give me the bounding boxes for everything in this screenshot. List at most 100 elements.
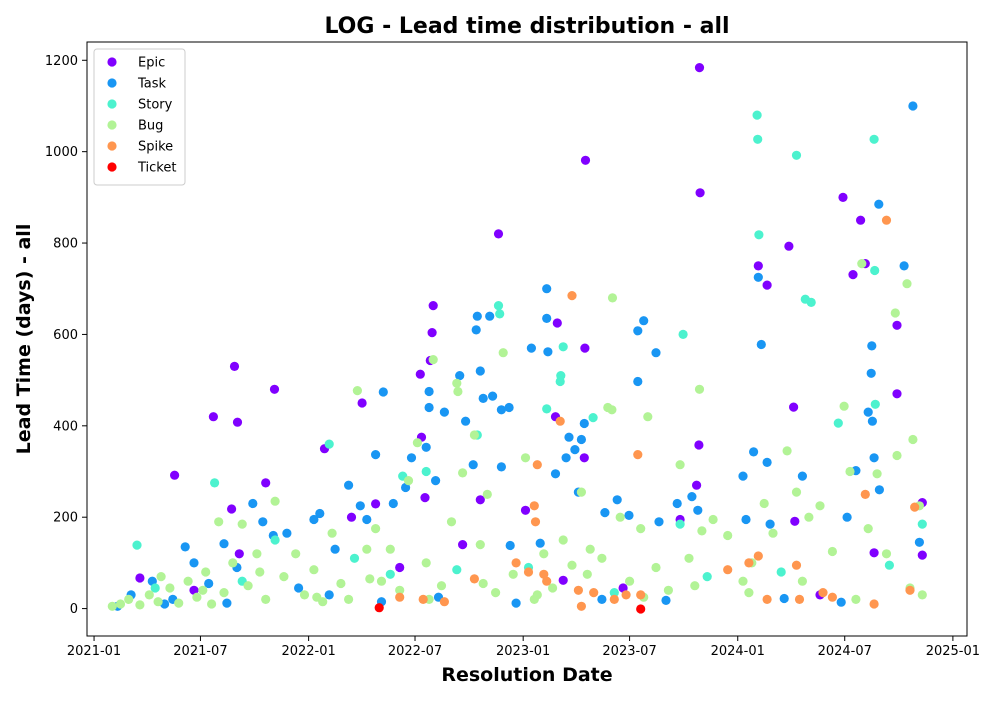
data-point-spike (744, 558, 754, 568)
data-point-bug (144, 590, 154, 600)
y-tick-label: 400 (53, 419, 78, 434)
data-point-bug (279, 572, 289, 582)
data-point-epic (892, 320, 902, 330)
data-point-story (754, 230, 764, 240)
y-tick-label: 600 (53, 328, 78, 343)
data-point-spike (532, 460, 542, 470)
data-point-bug (520, 453, 531, 463)
y-axis: 0 200 400 600 800 1000 1200 (45, 54, 87, 617)
data-point-spike (439, 597, 449, 607)
data-point-spike (762, 594, 772, 605)
data-point-bug (539, 549, 549, 559)
data-point-bug (607, 293, 618, 303)
data-point-bug (261, 594, 271, 605)
data-point-story (542, 404, 552, 414)
data-point-task (756, 339, 766, 350)
data-point-bug (312, 592, 322, 602)
data-point-bug (475, 540, 485, 550)
data-point-bug (214, 517, 224, 527)
data-point-epic (580, 155, 591, 165)
data-point-bug (270, 496, 280, 506)
data-point-epic (229, 361, 240, 371)
data-point-spike (589, 588, 599, 598)
data-point-task (309, 514, 319, 525)
data-point-epic (395, 562, 405, 573)
data-point-task (867, 416, 878, 426)
data-point-task (344, 480, 354, 490)
data-point-task (797, 471, 808, 481)
legend-marker-ticket (107, 162, 117, 172)
data-point-epic (790, 516, 800, 526)
data-point-bug (585, 544, 595, 554)
data-point-epic (694, 440, 704, 450)
data-point-task (867, 341, 877, 351)
data-point-spike (523, 567, 534, 577)
data-point-spike (511, 558, 521, 568)
data-point-task (874, 485, 885, 495)
data-point-bug (352, 386, 362, 396)
data-point-epic (789, 402, 799, 412)
data-point-task (600, 507, 610, 518)
data-point-spike (794, 594, 805, 605)
data-point-task (471, 325, 481, 335)
data-point-epic (692, 480, 702, 490)
x-tick-label: 2021-01 (67, 644, 121, 659)
data-point-bug (452, 378, 462, 388)
data-point-bug (299, 590, 310, 600)
data-point-spike (573, 585, 584, 595)
data-point-story (421, 466, 431, 477)
y-tick-label: 800 (53, 237, 78, 252)
data-point-story (917, 519, 927, 529)
data-point-bug (615, 512, 625, 522)
data-point-task (765, 519, 775, 529)
data-point-bug (458, 468, 468, 478)
data-point-bug (908, 434, 918, 445)
legend-label-epic: Epic (138, 56, 165, 71)
data-point-task (836, 597, 846, 607)
data-point-spike (555, 416, 565, 426)
data-point-bug (135, 600, 145, 610)
y-tick-label: 200 (53, 511, 78, 526)
data-point-task (248, 498, 258, 509)
data-point-bug (371, 524, 381, 534)
data-point-task (222, 598, 232, 608)
data-point-bug (782, 446, 792, 456)
data-point-bug (804, 512, 814, 522)
data-point-epic (170, 470, 180, 480)
data-point-epic (558, 575, 568, 585)
data-point-task (258, 517, 268, 527)
data-point-epic (753, 261, 763, 271)
data-point-task (219, 539, 229, 549)
data-point-epic (784, 241, 794, 251)
data-point-bug (576, 487, 587, 497)
data-point-story (806, 297, 816, 307)
data-point-bug (708, 514, 718, 525)
chart-title: LOG - Lead time distribution - all (324, 14, 729, 39)
data-point-task (762, 457, 772, 467)
data-point-epic (580, 343, 590, 353)
data-point-story (558, 342, 568, 352)
data-point-task (378, 387, 388, 397)
x-tick-label: 2023-07 (602, 644, 656, 659)
data-point-bug (153, 597, 163, 607)
data-point-bug (228, 558, 238, 568)
data-point-task (753, 272, 763, 282)
data-point-epic (694, 63, 705, 73)
data-point-bug (663, 585, 674, 595)
data-point-epic (856, 215, 866, 225)
data-point-task (612, 495, 622, 505)
data-point-story (132, 540, 142, 550)
data-point-epic (227, 504, 237, 514)
data-point-bug (567, 560, 577, 570)
data-point-bug (863, 524, 873, 534)
data-point-epic (427, 328, 437, 338)
data-point-bug (478, 578, 488, 589)
data-point-bug (482, 489, 492, 499)
data-point-task (282, 528, 292, 538)
data-point-bug (857, 259, 867, 269)
x-tick-label: 2024-07 (818, 644, 872, 659)
data-point-task (431, 476, 441, 486)
data-point-task (693, 505, 703, 515)
data-point-bug (892, 450, 902, 461)
